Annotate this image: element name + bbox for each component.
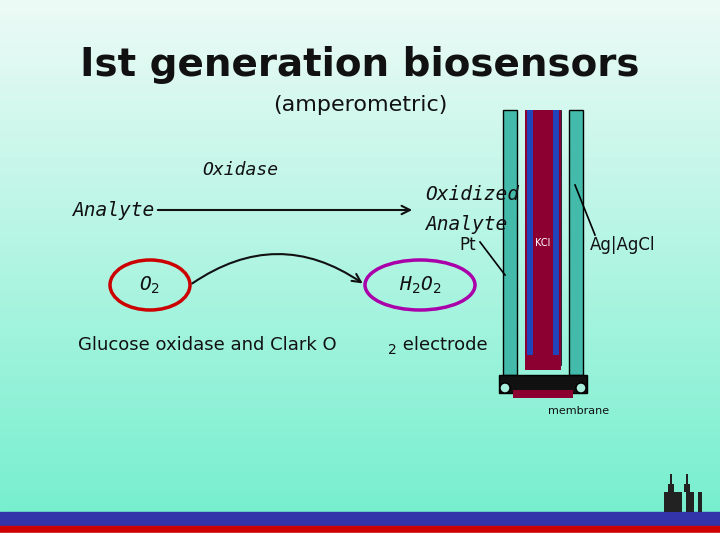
Text: H$_2$O$_2$: H$_2$O$_2$ <box>399 274 441 296</box>
Text: Analyte: Analyte <box>72 200 154 219</box>
Bar <box>553 110 561 365</box>
Text: O$_2$: O$_2$ <box>140 274 161 296</box>
Polygon shape <box>660 474 702 512</box>
Bar <box>513 390 573 398</box>
Bar <box>503 110 517 375</box>
Text: electrode: electrode <box>397 336 487 354</box>
Text: Oxidase: Oxidase <box>202 161 278 179</box>
Text: Oxidized: Oxidized <box>425 186 519 205</box>
Bar <box>499 375 587 393</box>
Text: Analyte: Analyte <box>425 215 508 234</box>
Bar <box>569 110 583 375</box>
Text: Pt: Pt <box>459 236 477 254</box>
Circle shape <box>576 383 586 393</box>
Text: (amperometric): (amperometric) <box>273 95 447 115</box>
Bar <box>553 110 559 355</box>
Text: KCl: KCl <box>535 238 551 247</box>
Circle shape <box>500 383 510 393</box>
Text: 2: 2 <box>388 343 397 357</box>
Text: Ist generation biosensors: Ist generation biosensors <box>80 46 640 84</box>
Text: Glucose oxidase and Clark O: Glucose oxidase and Clark O <box>78 336 337 354</box>
Bar <box>525 110 533 365</box>
Text: Ag|AgCl: Ag|AgCl <box>590 236 656 254</box>
Bar <box>525 110 561 370</box>
Text: membrane: membrane <box>548 406 609 416</box>
Bar <box>527 110 533 355</box>
